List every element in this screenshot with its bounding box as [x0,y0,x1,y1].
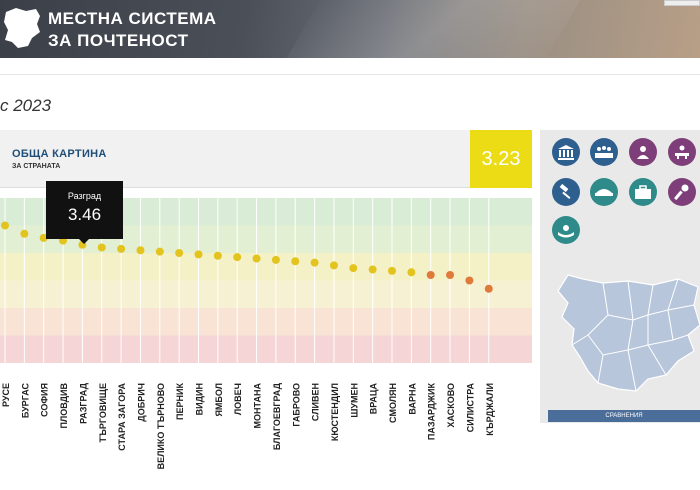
chart-point-ЯМБОЛ[interactable] [213,251,222,260]
panel-title: ОБЩА КАРТИНА [12,148,107,160]
chart-point-СОФИЯ[interactable] [39,233,48,242]
x-tick-label: ЛОВЕЧ [233,383,243,415]
chart-point-ГАБРОВО[interactable] [291,257,300,266]
sidebar: СРАВНЕНИЯ [540,130,700,423]
national-score-badge: 3.23 [470,130,532,188]
chart-point-СМОЛЯН[interactable] [388,266,396,275]
tooltip-value: 3.46 [67,205,102,224]
x-tick-label: СИЛИСТРА [465,383,475,433]
chart-point-ПАЗАРДЖИК[interactable] [426,271,435,279]
chart-tooltip: Разград 3.46 [46,181,123,244]
chart-band-3 [0,280,532,308]
chart-point-ПЕРНИК[interactable] [175,249,184,257]
chart-point-КЪРДЖАЛИ[interactable] [484,284,493,293]
x-tick-label: ЯМБОЛ [214,383,224,417]
site-title-line2: ЗА ПОЧТЕНОСТ [48,31,189,50]
chart-point-ВИДИН[interactable] [194,250,203,259]
tooltip-district-name: Разград [67,191,102,201]
panel-subtitle: ЗА СТРАНАТА [12,163,61,170]
divider [0,74,700,75]
header-menu-button[interactable] [664,0,700,6]
x-tick-label: МОНТАНА [253,383,263,429]
x-tick-label: РАЗГРАД [78,382,88,423]
council-icon[interactable] [590,138,618,166]
chart-point-КЮСТЕНДИЛ[interactable] [329,261,338,270]
x-tick-label: СЛИВЕН [311,383,321,421]
chart-band-2 [0,253,532,281]
chart-point-СТАРА ЗАГОРА[interactable] [117,244,126,253]
x-tick-label: СОФИЯ [40,383,50,417]
chart-band-5 [0,335,532,363]
meeting-icon[interactable] [668,138,696,166]
chart-point-БЛАГОЕВГРАД[interactable] [271,255,280,264]
officials-icon[interactable] [629,138,657,166]
briefcase-icon[interactable] [629,178,657,206]
x-tick-label: ГАБРОВО [291,383,301,427]
x-tick-label: СМОЛЯН [388,383,398,423]
media-microphone-icon[interactable] [668,178,696,206]
institution-icon[interactable] [552,138,580,166]
chart-point-ВРАЦА[interactable] [368,265,377,274]
police-icon[interactable] [590,178,618,206]
overview-panel: ОБЩА КАРТИНА ЗА СТРАНАТА 3.23 [0,130,532,490]
site-title-line1: МЕСТНА СИСТЕМА [48,9,217,28]
chart-point-ВАРНА[interactable] [407,268,416,277]
x-tick-label: КЮСТЕНДИЛ [330,383,340,441]
chart-point-ВЕЛИКО ТЪРНОВО[interactable] [155,247,164,256]
x-tick-label: ДОБРИЧ [136,383,146,422]
x-tick-label: ШУМЕН [349,383,359,418]
chart-point-СИЛИСТРА[interactable] [465,276,474,285]
chart-point-ХАСКОВО[interactable] [446,271,455,279]
chart-band-4 [0,308,532,336]
bulgaria-regions-map[interactable] [548,265,700,395]
chart-point-ДОБРИЧ[interactable] [136,246,145,255]
x-tick-label: РУСЕ [1,383,11,407]
chart-point-РУСЕ[interactable] [1,221,9,230]
header-background-streak [274,0,586,58]
care-hands-icon[interactable] [552,216,580,244]
x-tick-label: ТЪРГОВИЩЕ [98,383,108,442]
chart-point-ТЪРГОВИЩЕ[interactable] [97,243,106,252]
compare-button[interactable]: СРАВНЕНИЯ [548,410,700,422]
chart-point-МОНТАНА[interactable] [252,254,261,263]
site-title[interactable]: МЕСТНА СИСТЕМА ЗА ПОЧТЕНОСТ [48,8,217,52]
bulgaria-map-logo-icon [4,8,40,48]
x-tick-label: ВЕЛИКО ТЪРНОВО [156,383,166,469]
panel-header: ОБЩА КАРТИНА ЗА СТРАНАТА [0,130,532,188]
page-title: с 2023 [0,96,52,115]
x-tick-label: ВРАЦА [369,383,379,415]
x-tick-label: ВАРНА [407,383,417,415]
x-tick-label: БУРГАС [20,382,30,418]
x-tick-label: БЛАГОЕВГРАД [272,382,282,450]
chart-point-ШУМЕН[interactable] [349,264,358,273]
chart-point-ЛОВЕЧ[interactable] [233,253,242,262]
x-tick-label: ПЛОВДИВ [59,383,69,429]
header-banner: МЕСТНА СИСТЕМА ЗА ПОЧТЕНОСТ [0,0,700,58]
x-tick-label: ПАЗАРДЖИК [427,383,437,441]
justice-gavel-icon[interactable] [552,178,580,206]
x-tick-label: ПЕРНИК [175,382,185,419]
x-tick-label: ВИДИН [195,383,205,415]
tooltip-arrow [79,239,89,244]
chart-point-СЛИВЕН[interactable] [310,258,319,267]
chart-point-БУРГАС[interactable] [20,229,29,238]
x-tick-label: КЪРДЖАЛИ [485,383,495,436]
x-tick-label: СТАРА ЗАГОРА [117,383,127,451]
x-tick-label: ХАСКОВО [446,383,456,428]
